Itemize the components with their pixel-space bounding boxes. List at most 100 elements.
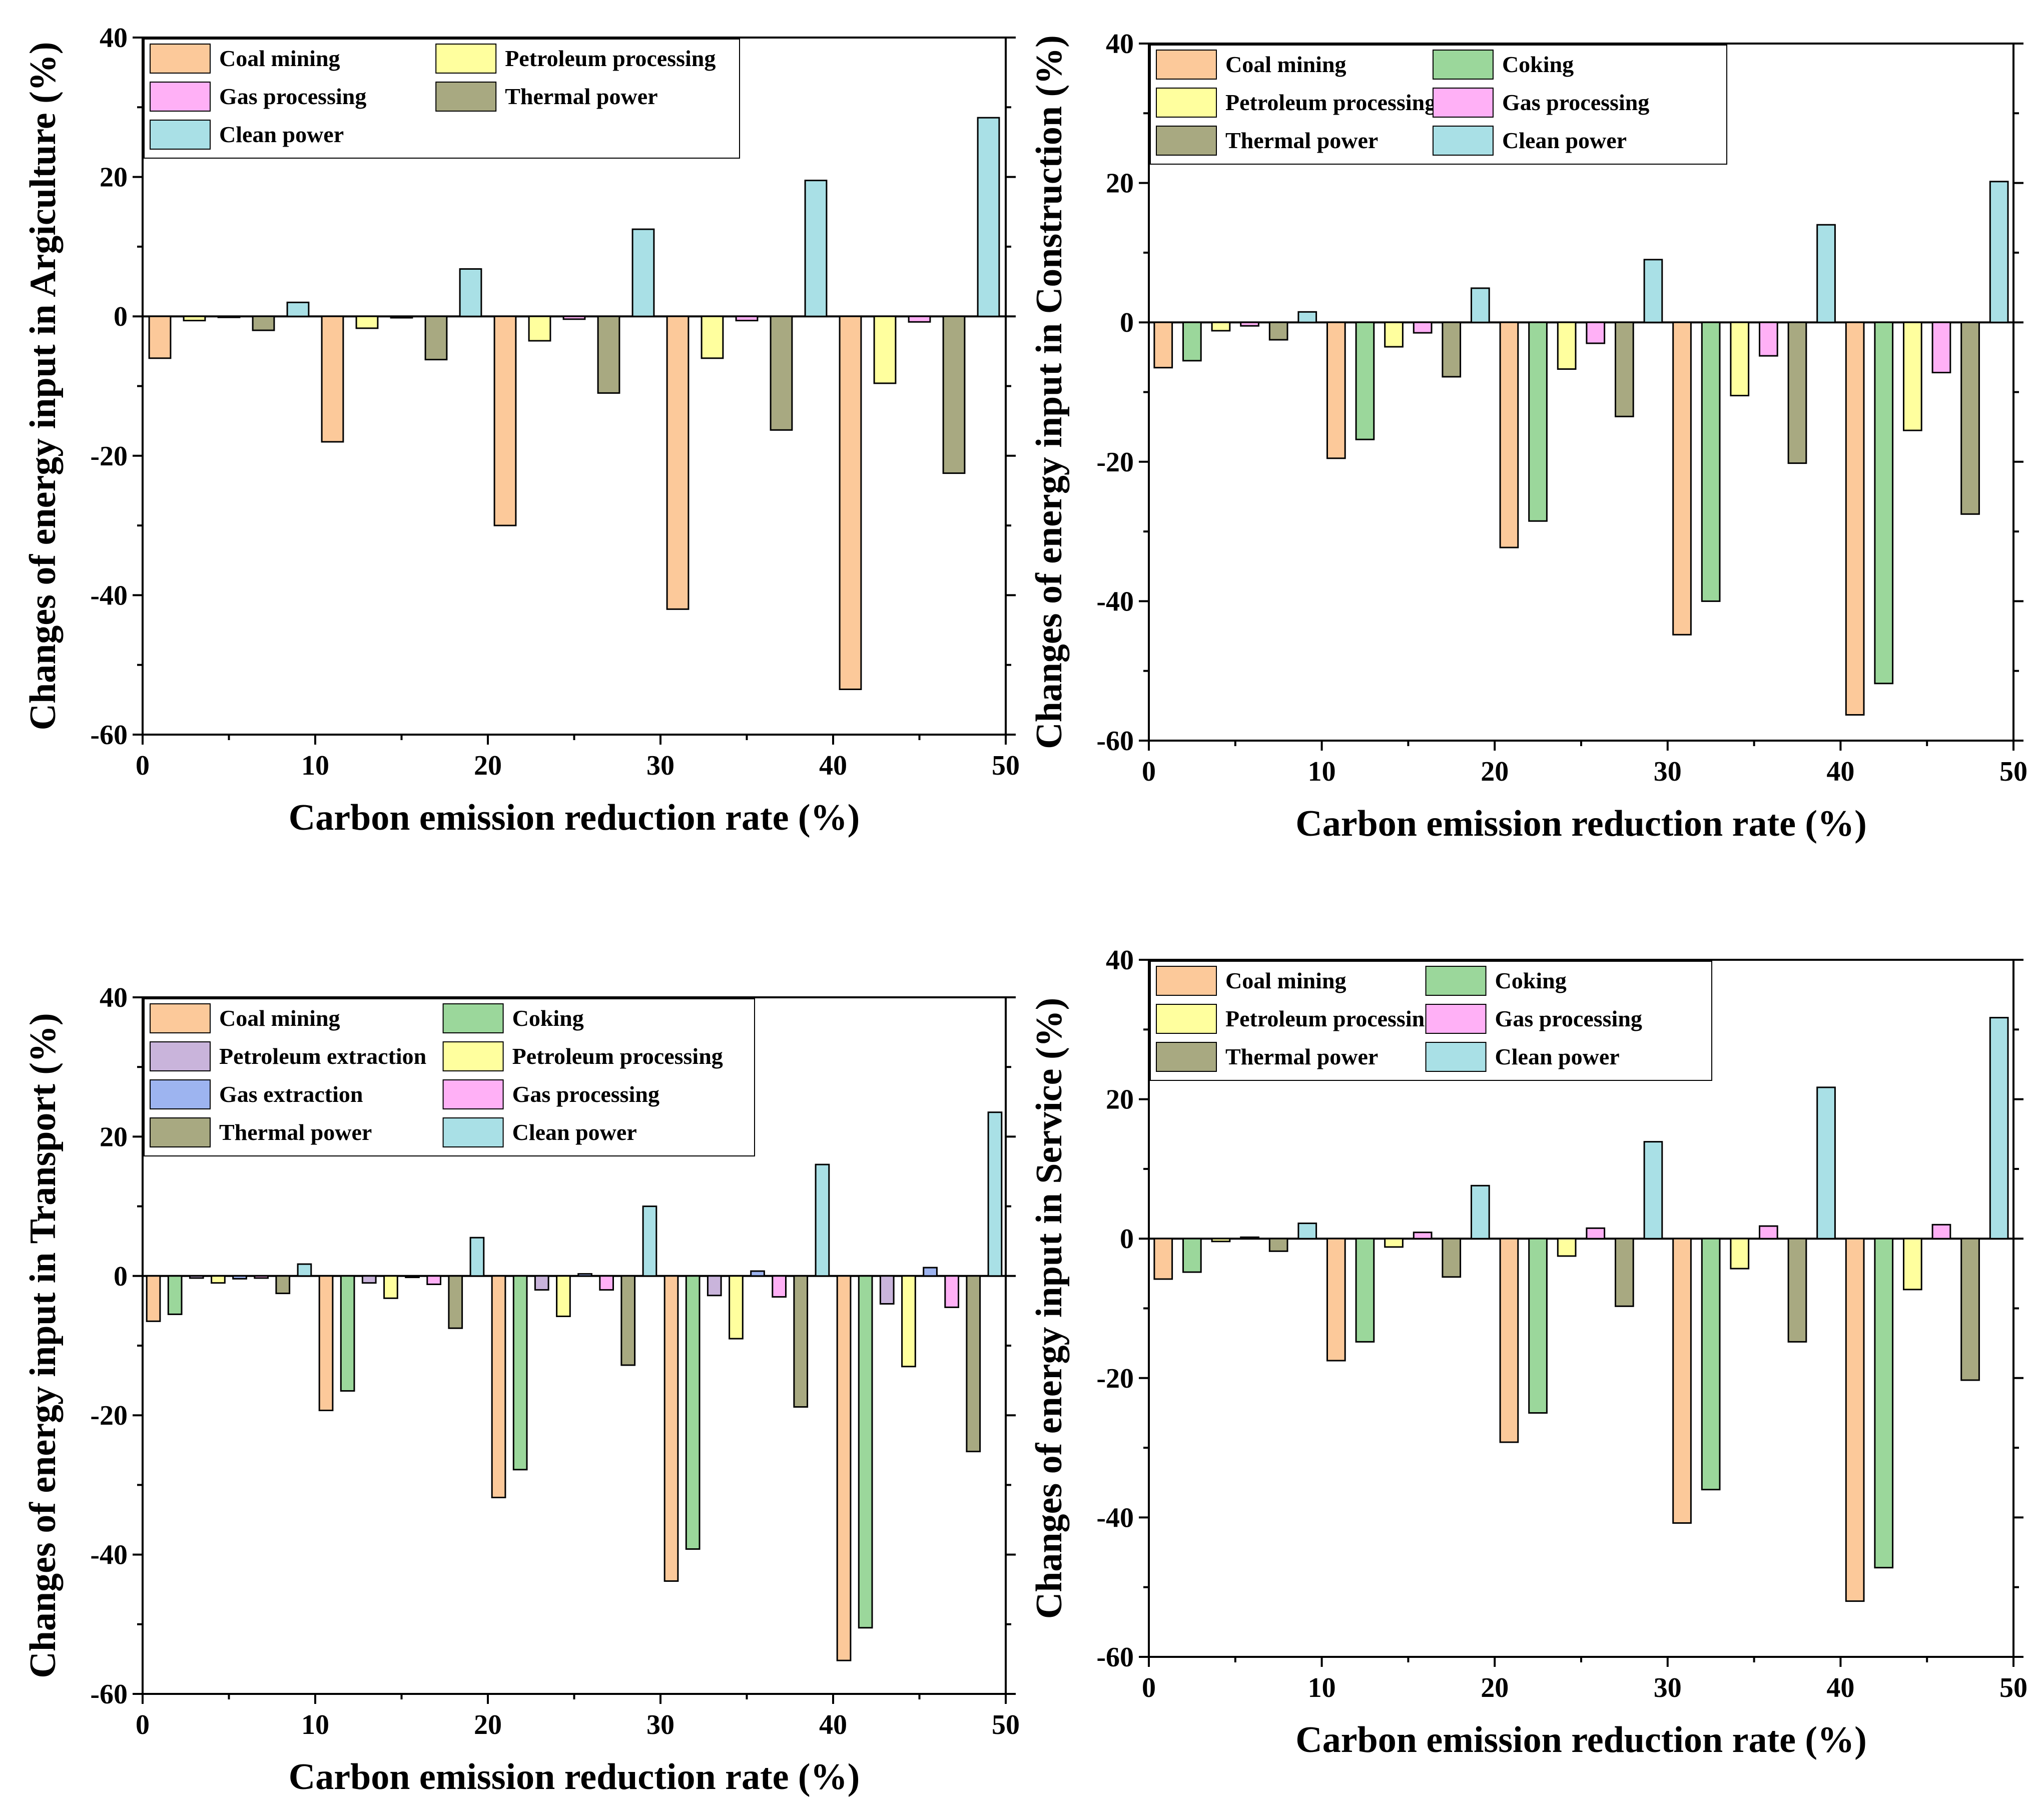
bar-clean-power-1 xyxy=(1297,311,1317,323)
legend-swatch-coal-mining xyxy=(150,1003,211,1033)
bar-coking-4 xyxy=(685,1275,701,1550)
legend-swatch-coal-mining xyxy=(150,44,211,74)
y-tick-label: 40 xyxy=(1106,945,1134,976)
bar-thermal-power-4 xyxy=(793,1275,809,1408)
x-tick-label: 30 xyxy=(1654,756,1682,787)
chart-panel-3: 0 10 20 30 40 50 40 20 0 -20 -40 -60 Carbon emission… xyxy=(23,982,1020,1797)
bar-gas-processing-3 xyxy=(599,1275,614,1291)
bar-coking-2 xyxy=(1355,321,1375,440)
x-tick-label: 20 xyxy=(474,1709,502,1740)
legend-label-thermal-power: Thermal power xyxy=(1225,1044,1378,1069)
bar-petroleum-processing-1 xyxy=(211,1275,226,1284)
bar-petroleum-processing-2 xyxy=(1384,1238,1404,1248)
x-tick-label: 20 xyxy=(1481,756,1509,787)
bar-coal-mining-4 xyxy=(1672,321,1692,636)
x-tick-label: 30 xyxy=(646,1709,674,1740)
bar-thermal-power-5 xyxy=(966,1275,981,1453)
y-tick-label: 40 xyxy=(100,982,128,1013)
bar-coking-5 xyxy=(1874,321,1894,685)
bar-coal-mining-4 xyxy=(1672,1238,1692,1524)
bar-thermal-power-3 xyxy=(597,315,620,394)
bar-clean-power-5 xyxy=(987,1111,1003,1277)
legend: Coal mining Coking Petroleum extraction Pet… xyxy=(144,998,755,1156)
bar-gas-processing-2 xyxy=(1413,321,1433,334)
bar-gas-extraction-4 xyxy=(750,1270,765,1277)
bar-coking-2 xyxy=(1355,1238,1375,1343)
bar-gas-processing-5 xyxy=(908,315,931,323)
legend-swatch-petroleum-processing xyxy=(442,1041,504,1071)
bar-petroleum-processing-1 xyxy=(183,315,206,322)
y-tick-label: -40 xyxy=(1096,1502,1134,1533)
legend-label-petroleum-processing: Petroleum processing xyxy=(512,1043,723,1069)
legend-label-coal-mining: Coal mining xyxy=(219,1005,340,1031)
legend-label-gas-processing: Gas processing xyxy=(219,84,366,109)
bar-gas-processing-3 xyxy=(1586,1227,1606,1240)
legend-swatch-thermal-power xyxy=(1156,1042,1217,1072)
legend-swatch-clean-power xyxy=(442,1117,504,1147)
bar-coking-4 xyxy=(1701,1238,1721,1491)
x-tick-label: 50 xyxy=(1999,1672,2027,1703)
y-tick-label: 20 xyxy=(100,1121,128,1152)
legend-label-gas-processing: Gas processing xyxy=(1502,90,1649,115)
chart-panel-2: 0 10 20 30 40 50 40 20 0 -20 -40 -60 Carbon emission… xyxy=(1029,29,2027,844)
y-tick-label: 0 xyxy=(114,301,128,332)
y-tick-label: -60 xyxy=(1096,726,1134,757)
bar-petroleum-processing-5 xyxy=(1903,1238,1922,1291)
bar-petroleum-extraction-2 xyxy=(361,1275,377,1284)
bar-coking-3 xyxy=(512,1275,528,1471)
bar-gas-extraction-3 xyxy=(577,1273,592,1277)
legend-label-petroleum-processing: Petroleum processing xyxy=(1225,1006,1436,1031)
bar-gas-processing-1 xyxy=(217,315,241,318)
bar-thermal-power-5 xyxy=(1960,1238,1980,1381)
legend: Coal mining Coking Petroleum processing Gas… xyxy=(1150,45,1727,165)
bar-coal-mining-5 xyxy=(1845,1238,1865,1602)
bar-gas-processing-4 xyxy=(735,315,759,322)
legend-label-gas-processing: Gas processing xyxy=(512,1081,659,1107)
bar-coking-2 xyxy=(340,1275,355,1392)
bar-clean-power-5 xyxy=(1989,1017,2009,1240)
bar-thermal-power-2 xyxy=(424,315,448,361)
y-tick-label: -20 xyxy=(1096,447,1134,478)
legend-label-coal-mining: Coal mining xyxy=(1225,968,1346,993)
bar-gas-extraction-1 xyxy=(232,1275,247,1280)
bar-thermal-power-1 xyxy=(252,315,275,331)
bar-petroleum-extraction-1 xyxy=(189,1275,204,1279)
bar-petroleum-processing-5 xyxy=(873,315,897,384)
bar-petroleum-processing-2 xyxy=(1384,321,1404,348)
bar-coal-mining-2 xyxy=(321,315,344,443)
legend-swatch-gas-extraction xyxy=(150,1079,211,1109)
bar-gas-processing-4 xyxy=(1759,1225,1778,1240)
bar-clean-power-2 xyxy=(1471,287,1490,323)
x-tick-label: 10 xyxy=(301,1709,329,1740)
legend-label-petroleum-processing: Petroleum processing xyxy=(1225,90,1436,115)
bar-thermal-power-1 xyxy=(1268,1238,1288,1252)
y-tick-label: -60 xyxy=(90,720,128,751)
bar-clean-power-1 xyxy=(1297,1223,1317,1240)
bar-petroleum-processing-1 xyxy=(1211,1238,1231,1243)
x-axis-title: Carbon emission reduction rate (%) xyxy=(1295,1719,1866,1760)
x-tick-label: 30 xyxy=(1654,1672,1682,1703)
x-tick-label: 10 xyxy=(1308,756,1336,787)
bar-coal-mining-5 xyxy=(1845,321,1865,716)
bar-clean-power-1 xyxy=(286,301,310,317)
bar-gas-extraction-2 xyxy=(405,1275,420,1279)
bar-coal-mining-1 xyxy=(146,1275,161,1322)
bar-coking-1 xyxy=(167,1275,183,1315)
x-tick-label: 30 xyxy=(646,750,674,781)
x-tick-label: 20 xyxy=(474,750,502,781)
bar-petroleum-processing-3 xyxy=(1557,1238,1577,1257)
bar-petroleum-processing-3 xyxy=(1557,321,1577,370)
bar-clean-power-5 xyxy=(977,117,1000,317)
y-tick-label: -20 xyxy=(90,1400,128,1431)
legend-swatch-petroleum-processing xyxy=(435,44,497,74)
legend-swatch-thermal-power xyxy=(435,82,497,112)
x-tick-label: 40 xyxy=(1826,756,1854,787)
legend-swatch-coal-mining xyxy=(1156,50,1217,80)
x-tick-label: 0 xyxy=(1142,756,1156,787)
x-tick-label: 50 xyxy=(1999,756,2027,787)
bar-petroleum-processing-4 xyxy=(1730,1238,1750,1270)
bar-thermal-power-4 xyxy=(1787,321,1807,464)
bar-clean-power-3 xyxy=(631,228,655,317)
bar-petroleum-extraction-4 xyxy=(707,1275,722,1297)
